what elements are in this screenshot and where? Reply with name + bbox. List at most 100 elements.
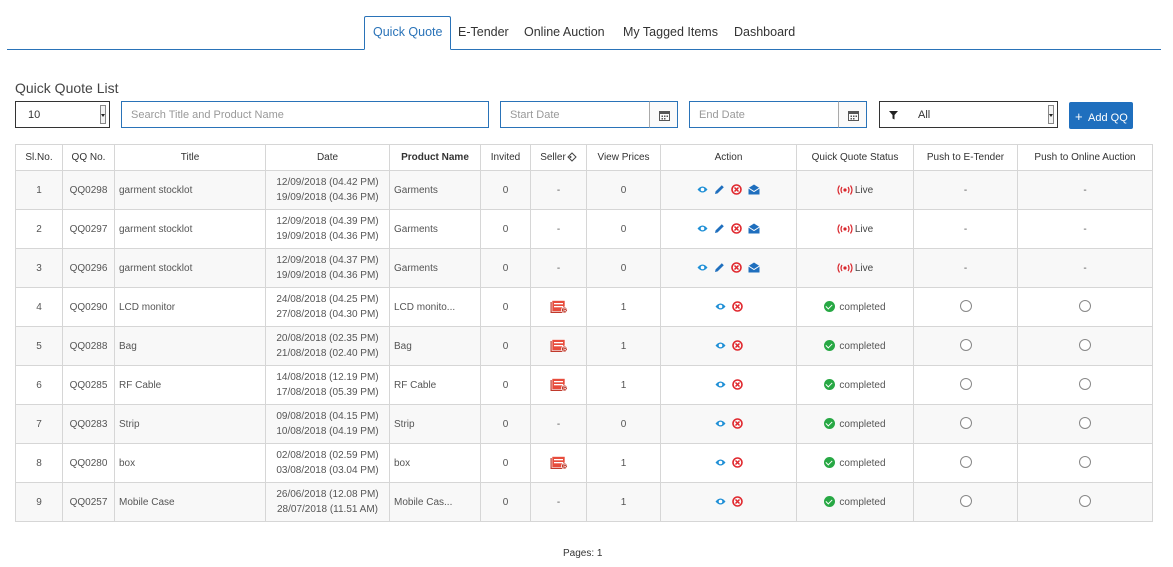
tab-quick-quote[interactable]: Quick Quote [364, 16, 452, 50]
svg-text:R: R [563, 386, 567, 392]
eye-icon[interactable] [697, 262, 708, 273]
seller-cell: R [530, 365, 587, 405]
eye-icon[interactable] [715, 418, 726, 429]
status-cell: completed [796, 443, 914, 483]
edit-icon[interactable] [714, 223, 725, 234]
cancel-icon[interactable] [731, 496, 743, 508]
view-prices-cell[interactable]: 1 [586, 287, 661, 327]
start-date-input[interactable]: Start Date [500, 101, 651, 128]
push-auction-cell [1017, 326, 1153, 366]
eye-icon[interactable] [715, 340, 726, 351]
sort-icon[interactable] [567, 152, 577, 163]
end-date: 21/08/2018 (02.40 PM) [276, 348, 379, 359]
edit-icon[interactable] [714, 262, 725, 273]
push-e-tender-radio[interactable] [959, 377, 972, 390]
envelope-icon[interactable] [748, 223, 760, 234]
push-e-tender-radio[interactable] [959, 416, 972, 429]
status-text: completed [839, 418, 886, 430]
cancel-icon[interactable] [731, 301, 743, 313]
tab-e-tender[interactable]: E-Tender [458, 25, 509, 39]
seller-list-icon[interactable]: R [550, 378, 568, 392]
push-e-tender-radio[interactable] [959, 455, 972, 468]
date-cell: 12/09/2018 (04.42 PM) 19/09/2018 (04.36 P… [265, 170, 390, 210]
push-auction-cell: - [1017, 248, 1153, 288]
seller-list-icon[interactable]: R [550, 456, 568, 470]
push-e-tender-cell: - [913, 170, 1018, 210]
view-prices-cell: 0 [586, 170, 661, 210]
title-cell: RF Cable [114, 365, 266, 405]
cancel-icon[interactable] [731, 379, 743, 391]
push-e-tender-radio[interactable] [959, 494, 972, 507]
start-date: 24/08/2018 (04.25 PM) [276, 294, 379, 305]
cancel-icon[interactable] [731, 223, 742, 235]
cancel-icon[interactable] [731, 418, 743, 430]
tab-my-tagged-items[interactable]: My Tagged Items [623, 25, 718, 39]
invited-cell: 0 [480, 326, 531, 366]
end-date-input[interactable]: End Date [689, 101, 840, 128]
cancel-icon[interactable] [731, 262, 742, 274]
eye-icon[interactable] [715, 496, 726, 507]
product-name-cell: RF Cable [389, 365, 481, 405]
push-auction-radio[interactable] [1079, 377, 1091, 390]
cancel-icon[interactable] [731, 457, 743, 469]
eye-icon[interactable] [715, 301, 726, 312]
view-prices-cell[interactable]: 1 [586, 482, 661, 522]
push-auction-radio[interactable] [1079, 299, 1091, 312]
push-auction-radio[interactable] [1079, 338, 1091, 351]
tab-dashboard[interactable]: Dashboard [734, 25, 796, 39]
sl-no-cell: 3 [15, 248, 63, 288]
table-row: 2 QQ0297 garment stocklot 12/09/2018 (04.39… [15, 209, 1153, 249]
sl-no-cell: 1 [15, 170, 63, 210]
envelope-icon[interactable] [748, 262, 760, 273]
table-row: 6 QQ0285 RF Cable 14/08/2018 (12.19 PM) 17/0… [15, 365, 1153, 405]
product-name-cell: Mobile Cas... [389, 482, 481, 522]
product-name-cell: Garments [389, 209, 481, 249]
table-row: 4 QQ0290 LCD monitor 24/08/2018 (04.25 PM) 2… [15, 287, 1153, 327]
end-date: 28/07/2018 (11.51 AM) [277, 504, 378, 515]
seller-cell: R [530, 443, 587, 483]
push-e-tender-cell: - [913, 209, 1018, 249]
column-header-quick-quote-status: Quick Quote Status [796, 144, 914, 171]
push-auction-radio[interactable] [1079, 494, 1091, 507]
sl-no-cell: 5 [15, 326, 63, 366]
status-badge-live: Live [837, 224, 873, 235]
envelope-icon[interactable] [748, 184, 760, 195]
push-e-tender-value: - [963, 184, 968, 196]
eye-icon[interactable] [715, 457, 726, 468]
edit-icon[interactable] [714, 184, 725, 195]
end-date-calendar-button[interactable] [838, 101, 867, 128]
seller-list-icon[interactable]: R [550, 300, 568, 314]
add-qq-button[interactable]: + Add QQ [1069, 102, 1133, 129]
view-prices-cell[interactable]: 1 [586, 365, 661, 405]
seller-list-icon[interactable]: R [550, 339, 568, 353]
view-prices-cell[interactable]: 1 [586, 326, 661, 366]
push-e-tender-radio[interactable] [959, 338, 972, 351]
push-e-tender-cell [913, 482, 1018, 522]
push-auction-radio[interactable] [1079, 416, 1091, 429]
svg-text:R: R [563, 308, 567, 314]
qq-no-cell: QQ0283 [62, 404, 115, 444]
start-date-calendar-button[interactable] [649, 101, 678, 128]
status-badge-completed: completed [824, 418, 886, 430]
invited-cell: 0 [480, 248, 531, 288]
cancel-icon[interactable] [731, 184, 742, 196]
status-filter-select[interactable]: All [879, 101, 1058, 128]
page-size-select[interactable]: 10 [15, 101, 110, 128]
eye-icon[interactable] [697, 223, 708, 234]
push-e-tender-radio[interactable] [959, 299, 972, 312]
product-name-cell: Garments [389, 170, 481, 210]
live-broadcast-icon [837, 224, 853, 234]
product-name-cell: LCD monito... [389, 287, 481, 327]
eye-icon[interactable] [697, 184, 708, 195]
search-input[interactable]: Search Title and Product Name [121, 101, 489, 128]
sl-no-cell: 2 [15, 209, 63, 249]
cancel-icon[interactable] [731, 340, 743, 352]
end-date: 03/08/2018 (03.04 PM) [276, 465, 379, 476]
push-auction-radio[interactable] [1079, 455, 1091, 468]
eye-icon[interactable] [715, 379, 726, 390]
calendar-icon [848, 111, 859, 121]
view-prices-cell[interactable]: 1 [586, 443, 661, 483]
date-cell: 12/09/2018 (04.37 PM) 19/09/2018 (04.36 P… [265, 248, 390, 288]
tab-online-auction[interactable]: Online Auction [524, 25, 605, 39]
qq-no-cell: QQ0297 [62, 209, 115, 249]
